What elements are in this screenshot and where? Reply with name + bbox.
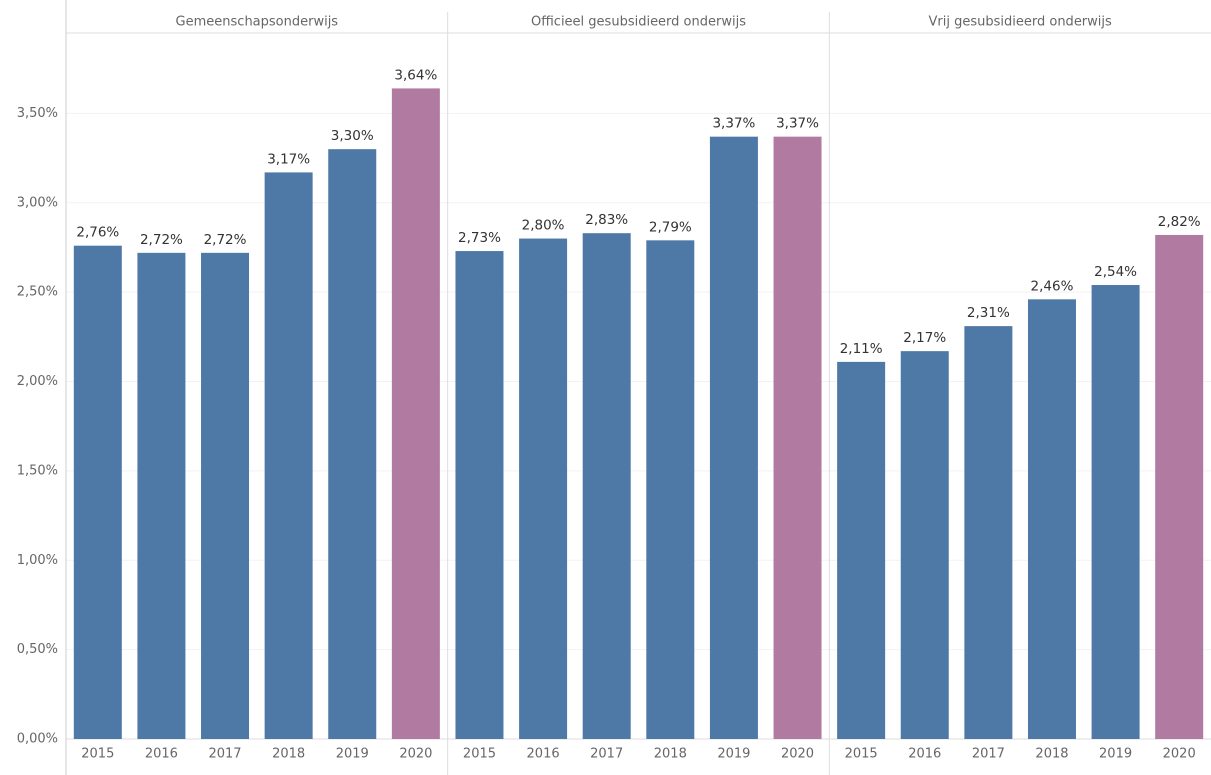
x-tick-label: 2018 [272,747,305,762]
panel-title: Officieel gesubsidieerd onderwijs [531,15,746,30]
value-label: 3,30% [331,128,374,144]
value-label: 2,76% [76,225,119,241]
bar [519,238,568,739]
bar [646,240,695,739]
value-label: 2,79% [649,219,692,235]
x-tick-label: 2017 [208,747,241,762]
panel-title: Gemeenschapsonderwijs [176,15,339,30]
value-label: 3,37% [712,116,755,132]
value-label: 2,31% [967,305,1010,321]
x-tick-label: 2018 [1035,747,1068,762]
panel-title: Vrij gesubsidieerd onderwijs [929,15,1112,30]
x-tick-label: 2015 [463,747,496,762]
value-label: 2,11% [840,341,883,357]
value-label: 2,17% [903,330,946,346]
bar [1027,299,1076,739]
bar [1091,285,1140,739]
y-tick-label: 3,50% [17,106,58,121]
value-label: 2,72% [140,232,183,248]
bar [964,326,1013,739]
x-tick-label: 2019 [717,747,750,762]
y-tick-label: 0,50% [17,642,58,657]
bar [391,88,440,739]
bar [582,233,631,739]
value-label: 3,64% [394,67,437,83]
bar [1155,234,1204,740]
value-label: 2,82% [1158,214,1201,230]
x-tick-label: 2015 [81,747,114,762]
x-tick-label: 2020 [1163,747,1196,762]
bar [137,252,186,740]
x-tick-label: 2016 [145,747,178,762]
bar [264,172,313,739]
bar [328,149,377,739]
bar [455,251,504,739]
value-label: 3,37% [776,116,819,132]
bar [837,361,886,739]
x-tick-label: 2017 [972,747,1005,762]
bar [73,245,122,739]
x-tick-label: 2016 [908,747,941,762]
x-tick-label: 2019 [336,747,369,762]
x-tick-label: 2020 [781,747,814,762]
value-label: 2,83% [585,212,628,228]
x-tick-label: 2016 [527,747,560,762]
value-label: 2,46% [1031,278,1074,294]
bar [709,136,758,739]
x-tick-label: 2015 [845,747,878,762]
x-tick-label: 2017 [590,747,623,762]
x-tick-label: 2019 [1099,747,1132,762]
bar [900,351,949,739]
y-tick-label: 2,00% [17,374,58,389]
x-tick-label: 2020 [399,747,432,762]
y-tick-label: 1,00% [17,553,58,568]
y-tick-label: 1,50% [17,463,58,478]
y-tick-label: 0,00% [17,732,58,747]
value-label: 2,72% [204,232,247,248]
bar [773,136,822,739]
bar [201,252,250,740]
value-label: 2,54% [1094,264,1137,280]
value-label: 3,17% [267,151,310,167]
value-label: 2,73% [458,230,501,246]
y-tick-label: 3,00% [17,195,58,210]
y-tick-label: 2,50% [17,285,58,300]
x-tick-label: 2018 [654,747,687,762]
value-label: 2,80% [522,218,565,234]
